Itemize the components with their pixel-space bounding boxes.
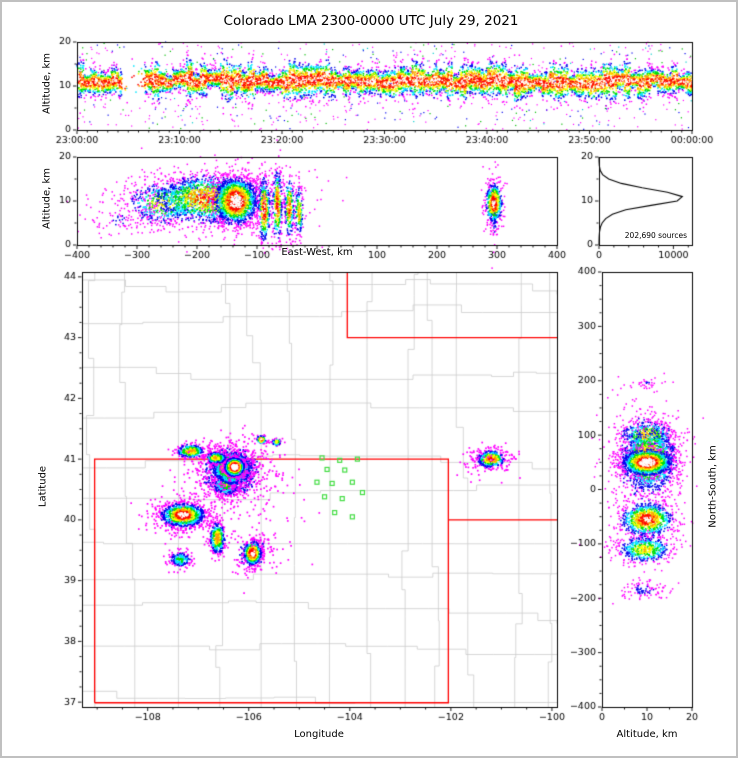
- map-xlabel: Longitude: [294, 729, 344, 740]
- ew-panel-xlabel: East-West, km: [281, 247, 353, 258]
- map-ylabel: Latitude: [37, 465, 49, 508]
- ew-panel-ylabel: Altitude, km: [41, 168, 53, 229]
- source-count-annotation: 202,690 sources: [624, 231, 687, 240]
- ns-panel-ylabel: North-South, km: [707, 445, 719, 528]
- ns-panel-xlabel: Altitude, km: [616, 729, 678, 740]
- figure-title: Colorado LMA 2300-0000 UTC July 29, 2021: [223, 13, 519, 29]
